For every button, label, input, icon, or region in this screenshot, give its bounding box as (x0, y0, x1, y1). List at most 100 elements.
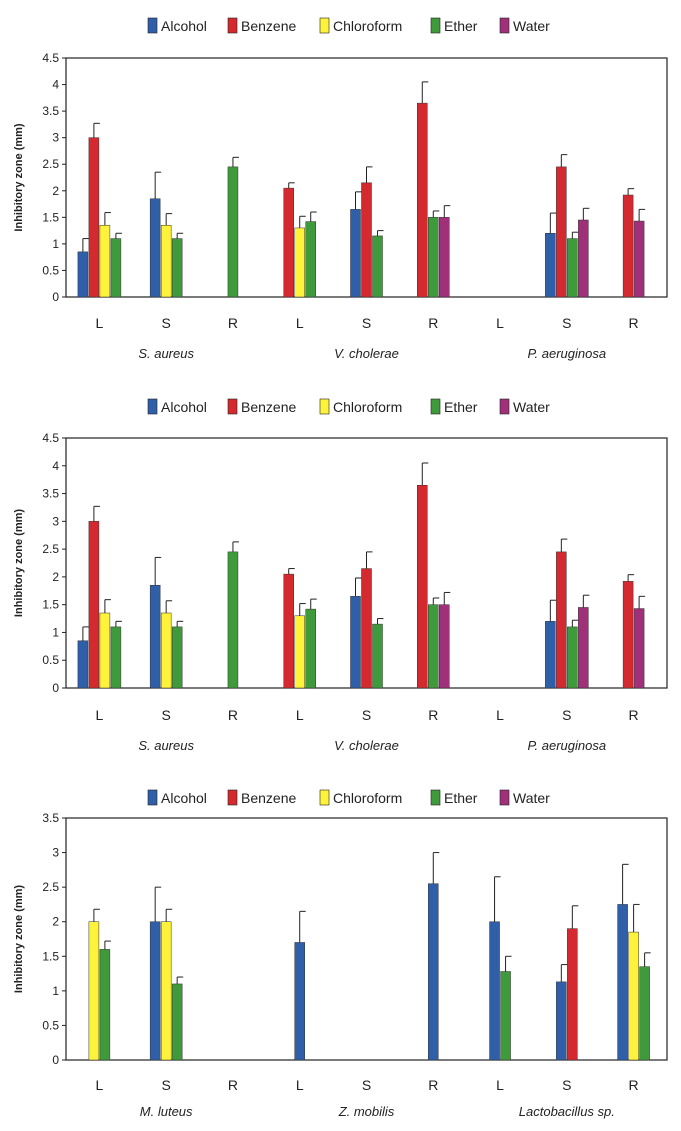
bar-ether (99, 949, 111, 1061)
legend-swatch-ether (430, 398, 441, 415)
group-label: S. aureus (138, 346, 194, 361)
y-tick-label: 0 (52, 290, 59, 304)
y-tick-label: 3.5 (42, 487, 59, 501)
bar-benzene (283, 187, 294, 298)
legend-label-benzene: Benzene (241, 399, 296, 415)
legend-swatch-benzene (227, 17, 238, 34)
bar-benzene (556, 166, 567, 298)
group-label: V. cholerae (334, 346, 399, 361)
y-tick-label: 2 (52, 915, 59, 929)
bar-alcohol (350, 209, 361, 298)
bar-benzene (622, 581, 634, 689)
bar-ether (171, 983, 183, 1061)
bar-alcohol (617, 904, 628, 1061)
x-tick-label: S (362, 315, 371, 331)
group-label: S. aureus (138, 738, 194, 753)
bar-ether (428, 604, 439, 689)
legend-label-chloroform: Chloroform (333, 399, 402, 415)
x-tick-label: R (428, 315, 438, 331)
y-tick-label: 2.5 (42, 880, 59, 894)
legend: Alcohol Benzene Chloroform Ether Water (147, 398, 550, 415)
plot-frame (65, 817, 668, 1061)
x-tick-label: L (95, 315, 103, 331)
y-axis-title: Inhibitory zone (mm) (13, 509, 25, 618)
bar-alcohol (428, 883, 439, 1061)
x-tick-label: L (95, 707, 103, 723)
bar-water (439, 604, 450, 689)
y-tick-label: 3 (52, 846, 59, 860)
bar-ether (227, 166, 239, 298)
bar-ether (110, 238, 122, 298)
bar-water (439, 217, 450, 298)
bar-ether (567, 238, 578, 298)
bar-ether (171, 238, 183, 298)
y-tick-label: 2 (52, 570, 59, 584)
legend-swatch-ether (430, 789, 441, 806)
bar-benzene (88, 137, 100, 298)
bar-chloroform (160, 225, 172, 298)
bar-benzene (567, 928, 578, 1061)
legend-label-water: Water (513, 790, 550, 806)
x-tick-label: R (428, 1077, 438, 1093)
bar-chloroform (88, 921, 100, 1061)
y-tick-label: 0 (52, 681, 59, 695)
bar-benzene (361, 568, 372, 689)
bar-chloroform (160, 612, 172, 689)
x-tick-label: R (228, 1077, 238, 1093)
y-tick-label: 3 (52, 131, 59, 145)
legend: Alcohol Benzene Chloroform Ether Water (147, 17, 550, 34)
x-tick-label: L (496, 315, 504, 331)
bar-alcohol (149, 584, 161, 689)
bar-alcohol (149, 921, 161, 1061)
group-label: V. cholerae (334, 738, 399, 753)
y-tick-label: 0.5 (42, 1018, 59, 1032)
bar-water (633, 608, 645, 689)
y-tick-label: 2.5 (42, 542, 59, 556)
x-tick-label: S (362, 707, 371, 723)
legend: Alcohol Benzene Chloroform Ether Water (147, 789, 550, 806)
x-tick-label: S (362, 1077, 371, 1093)
y-tick-label: 4.5 (42, 51, 59, 65)
x-tick-label: L (296, 1077, 304, 1093)
bar-alcohol (77, 251, 89, 298)
legend-swatch-chloroform (319, 17, 330, 34)
legend-label-alcohol: Alcohol (161, 790, 207, 806)
y-tick-label: 1.5 (42, 949, 59, 963)
y-tick-label: 1 (52, 625, 59, 639)
bar-ether (372, 623, 383, 689)
bar-chloroform (294, 615, 305, 689)
legend-label-alcohol: Alcohol (161, 18, 207, 34)
bar-alcohol (149, 198, 161, 298)
bar-alcohol (489, 921, 500, 1061)
x-tick-label: R (228, 707, 238, 723)
x-tick-label: S (562, 1077, 571, 1093)
x-tick-label: L (296, 707, 304, 723)
bar-chloroform (160, 921, 172, 1061)
x-tick-label: L (496, 707, 504, 723)
bar-ether (428, 217, 439, 298)
bar-ether (110, 626, 122, 689)
bar-ether (305, 608, 316, 689)
group-label: Lactobacillus sp. (519, 1104, 615, 1119)
x-tick-label: R (629, 315, 639, 331)
legend-swatch-benzene (227, 398, 238, 415)
x-tick-label: S (161, 1077, 170, 1093)
bar-ether (372, 235, 383, 298)
y-tick-label: 0.5 (42, 263, 59, 277)
x-tick-label: R (629, 707, 639, 723)
y-tick-label: 1 (52, 237, 59, 251)
bar-alcohol (350, 596, 361, 689)
legend-swatch-benzene (227, 789, 238, 806)
bar-benzene (556, 551, 567, 689)
x-tick-label: R (629, 1077, 639, 1093)
y-tick-label: 3.5 (42, 104, 59, 118)
legend-label-benzene: Benzene (241, 18, 296, 34)
legend-label-water: Water (513, 18, 550, 34)
bar-chloroform (99, 225, 111, 298)
bar-ether (171, 626, 183, 689)
legend-swatch-alcohol (147, 17, 158, 34)
bar-chloroform (99, 612, 111, 689)
legend-swatch-water (499, 17, 510, 34)
